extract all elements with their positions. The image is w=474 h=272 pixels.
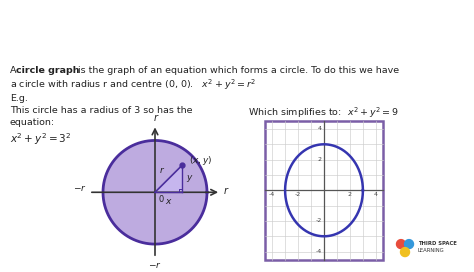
- Text: LEARNING: LEARNING: [418, 248, 445, 253]
- Text: THIRD SPACE: THIRD SPACE: [418, 241, 457, 246]
- Text: $r$: $r$: [159, 165, 165, 175]
- Text: This circle has a radius of 3 so has the: This circle has a radius of 3 so has the: [10, 106, 192, 115]
- Circle shape: [404, 240, 413, 249]
- Text: $x^2 + y^2 =3^2$: $x^2 + y^2 =3^2$: [10, 131, 72, 147]
- Text: Which simplifies to:  $x^2 + y^2 = 9$: Which simplifies to: $x^2 + y^2 = 9$: [248, 106, 399, 120]
- Text: A: A: [10, 66, 19, 75]
- Text: 2: 2: [318, 157, 322, 162]
- Text: $y$: $y$: [186, 173, 194, 184]
- Text: is the graph of an equation which forms a circle. To do this we have: is the graph of an equation which forms …: [75, 66, 399, 75]
- Text: 0: 0: [159, 195, 164, 204]
- Polygon shape: [155, 165, 182, 192]
- Text: $(x, y)$: $(x, y)$: [189, 154, 212, 167]
- Text: $-r$: $-r$: [148, 260, 162, 270]
- Text: a circle with radius r and centre (0, 0).   $x^2 + y^2 = r^2$: a circle with radius r and centre (0, 0)…: [10, 78, 256, 92]
- Text: equation:: equation:: [10, 118, 55, 126]
- Circle shape: [396, 240, 405, 249]
- Text: 4: 4: [374, 192, 378, 197]
- Text: 4: 4: [318, 126, 322, 131]
- Text: -2: -2: [316, 218, 322, 224]
- Text: $r$: $r$: [153, 112, 159, 122]
- Circle shape: [401, 248, 410, 256]
- Polygon shape: [103, 140, 207, 244]
- Text: -4: -4: [316, 249, 322, 254]
- Text: $x$: $x$: [164, 197, 173, 206]
- Text: circle graph: circle graph: [16, 66, 80, 75]
- Text: -2: -2: [295, 192, 301, 197]
- Bar: [265, 120, 383, 260]
- Text: Circle Graph: Circle Graph: [10, 23, 135, 41]
- Text: $-r$: $-r$: [73, 183, 87, 193]
- Text: 2: 2: [348, 192, 352, 197]
- Text: $r$: $r$: [223, 185, 229, 196]
- Text: -4: -4: [269, 192, 275, 197]
- Text: E.g.: E.g.: [10, 94, 28, 103]
